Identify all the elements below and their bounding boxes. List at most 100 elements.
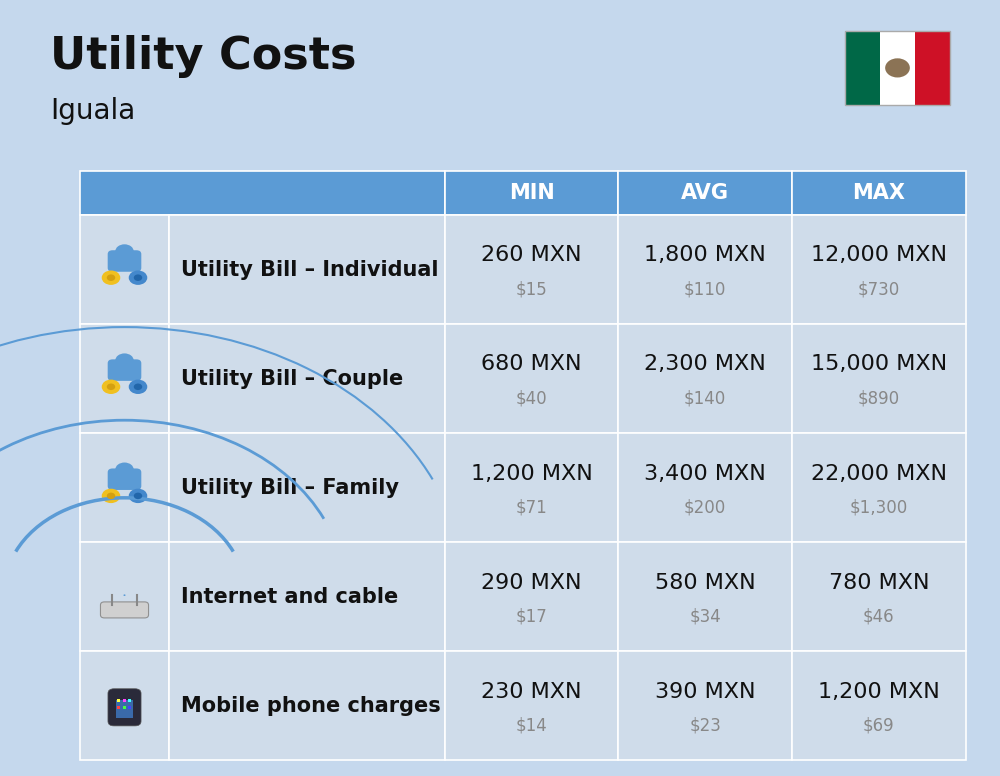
- Circle shape: [115, 353, 134, 368]
- Text: $140: $140: [684, 390, 726, 407]
- Text: $15: $15: [516, 280, 548, 298]
- Text: 1,200 MXN: 1,200 MXN: [818, 682, 940, 702]
- Bar: [845, 31, 950, 105]
- Circle shape: [115, 244, 134, 258]
- Text: 1,200 MXN: 1,200 MXN: [471, 463, 593, 483]
- Text: $71: $71: [516, 498, 548, 516]
- Bar: [117, 706, 120, 708]
- Bar: [618, 171, 792, 215]
- Bar: [445, 171, 618, 215]
- Text: 22,000 MXN: 22,000 MXN: [811, 463, 947, 483]
- Bar: [123, 699, 126, 702]
- Text: Mobile phone charges: Mobile phone charges: [181, 696, 441, 716]
- Circle shape: [129, 271, 147, 285]
- Bar: [128, 706, 131, 708]
- Bar: [792, 542, 966, 651]
- Text: 390 MXN: 390 MXN: [655, 682, 755, 702]
- Text: Utility Bill – Couple: Utility Bill – Couple: [181, 369, 403, 389]
- Text: $17: $17: [516, 608, 548, 625]
- Circle shape: [107, 275, 115, 281]
- Text: Utility Bill – Individual: Utility Bill – Individual: [181, 259, 438, 279]
- Bar: [445, 651, 618, 760]
- Bar: [80, 171, 445, 215]
- Text: 2,300 MXN: 2,300 MXN: [644, 355, 766, 375]
- Text: 290 MXN: 290 MXN: [481, 573, 582, 593]
- Text: $40: $40: [516, 390, 547, 407]
- Bar: [169, 651, 445, 760]
- Bar: [117, 699, 120, 702]
- Bar: [618, 433, 792, 542]
- Circle shape: [107, 383, 115, 390]
- Text: 680 MXN: 680 MXN: [481, 355, 582, 375]
- Text: Utility Costs: Utility Costs: [50, 35, 356, 78]
- Circle shape: [107, 493, 115, 499]
- Bar: [845, 31, 880, 105]
- Circle shape: [129, 489, 147, 503]
- FancyBboxPatch shape: [108, 250, 141, 272]
- Bar: [445, 542, 618, 651]
- Circle shape: [102, 489, 120, 503]
- Text: $69: $69: [863, 716, 895, 735]
- Bar: [792, 215, 966, 324]
- Circle shape: [134, 383, 142, 390]
- Bar: [169, 324, 445, 433]
- Bar: [792, 324, 966, 433]
- Text: $1,300: $1,300: [850, 498, 908, 516]
- Bar: [123, 706, 126, 708]
- Text: $23: $23: [689, 716, 721, 735]
- Text: Utility Bill – Family: Utility Bill – Family: [181, 478, 399, 497]
- Bar: [792, 171, 966, 215]
- Text: 260 MXN: 260 MXN: [481, 245, 582, 265]
- Text: 580 MXN: 580 MXN: [655, 573, 756, 593]
- Bar: [445, 215, 618, 324]
- Bar: [169, 215, 445, 324]
- Bar: [792, 433, 966, 542]
- Circle shape: [102, 271, 120, 285]
- FancyBboxPatch shape: [108, 359, 141, 381]
- Bar: [169, 433, 445, 542]
- Text: 780 MXN: 780 MXN: [829, 573, 929, 593]
- Text: MAX: MAX: [852, 183, 905, 203]
- Text: 1,800 MXN: 1,800 MXN: [644, 245, 766, 265]
- Text: 230 MXN: 230 MXN: [481, 682, 582, 702]
- Bar: [618, 324, 792, 433]
- Bar: [618, 651, 792, 760]
- Bar: [80, 433, 169, 542]
- Bar: [80, 542, 169, 651]
- Text: 3,400 MXN: 3,400 MXN: [644, 463, 766, 483]
- Circle shape: [129, 379, 147, 394]
- Circle shape: [885, 58, 910, 78]
- Text: $200: $200: [684, 498, 726, 516]
- Text: 12,000 MXN: 12,000 MXN: [811, 245, 947, 265]
- Text: $34: $34: [689, 608, 721, 625]
- Bar: [80, 324, 169, 433]
- Text: 15,000 MXN: 15,000 MXN: [811, 355, 947, 375]
- Text: $110: $110: [684, 280, 726, 298]
- Bar: [445, 324, 618, 433]
- Bar: [792, 651, 966, 760]
- Circle shape: [134, 275, 142, 281]
- Bar: [880, 31, 915, 105]
- Bar: [128, 699, 131, 702]
- Bar: [80, 215, 169, 324]
- Circle shape: [115, 462, 134, 477]
- Text: $730: $730: [858, 280, 900, 298]
- Text: $46: $46: [863, 608, 895, 625]
- Bar: [915, 31, 950, 105]
- FancyBboxPatch shape: [100, 602, 149, 618]
- Text: $14: $14: [516, 716, 548, 735]
- Bar: [80, 651, 169, 760]
- Bar: [445, 433, 618, 542]
- Text: AVG: AVG: [681, 183, 729, 203]
- Bar: [618, 542, 792, 651]
- Bar: [169, 542, 445, 651]
- Circle shape: [123, 594, 126, 596]
- FancyBboxPatch shape: [108, 469, 141, 490]
- FancyBboxPatch shape: [108, 689, 141, 726]
- Circle shape: [102, 379, 120, 394]
- Text: $890: $890: [858, 390, 900, 407]
- Bar: [116, 701, 133, 719]
- Bar: [618, 215, 792, 324]
- Text: MIN: MIN: [509, 183, 555, 203]
- Circle shape: [134, 493, 142, 499]
